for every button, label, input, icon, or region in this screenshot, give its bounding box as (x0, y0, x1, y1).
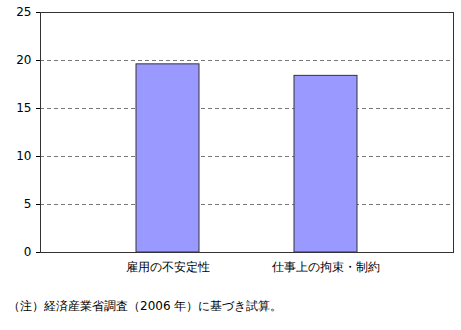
svg-text:20: 20 (16, 53, 31, 67)
svg-text:仕事上の拘束・制約: 仕事上の拘束・制約 (271, 260, 380, 274)
svg-text:10: 10 (16, 149, 31, 163)
svg-text:25: 25 (16, 5, 31, 19)
svg-text:雇用の不安定性: 雇用の不安定性 (126, 260, 210, 274)
svg-text:0: 0 (24, 245, 32, 259)
html-text:（注）経済産業省調査（2006 年）に基づき試算。: （注）経済産業省調査（2006 年）に基づき試算。 (8, 299, 283, 313)
svg-text:15: 15 (16, 101, 31, 115)
svg-text:5: 5 (24, 197, 32, 211)
